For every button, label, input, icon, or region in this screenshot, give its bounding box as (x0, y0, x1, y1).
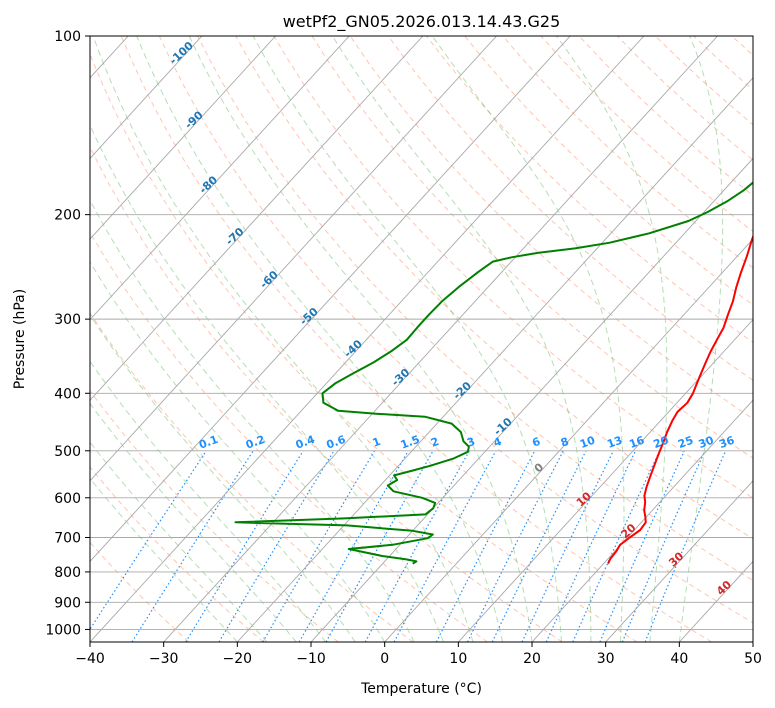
y-tick-label: 200 (54, 208, 81, 224)
mixing-ratio-label: 2 (429, 435, 441, 450)
moist-adiabat-line (556, 36, 668, 642)
mixing-ratio-label: 13 (605, 434, 624, 451)
dry-adiabat-line (197, 36, 753, 581)
mixing-ratio-line (218, 450, 335, 642)
temperature-line (607, 234, 753, 565)
isotherm-line (752, 641, 753, 642)
isotherm-line (605, 480, 753, 642)
dewpoint-line (234, 181, 753, 565)
dry-adiabat-line (90, 231, 488, 642)
x-tick-label: 30 (597, 651, 615, 667)
mixing-ratio-line (364, 450, 470, 642)
dry-adiabat-line (90, 466, 264, 642)
x-tick-label: −10 (296, 651, 326, 667)
x-tick-label: 0 (380, 651, 389, 667)
mixing-ratio-label: 1 (371, 435, 383, 450)
mixing-ratio-line (466, 450, 564, 642)
y-tick-label: 100 (54, 29, 81, 45)
mixing-ratio-label: 8 (559, 435, 571, 450)
mixing-ratio-label: 36 (717, 433, 736, 451)
x-tick-label: 10 (449, 651, 467, 667)
moist-adiabat-line (431, 36, 625, 642)
mixing-ratio-line (90, 450, 207, 631)
series-lines (234, 181, 753, 565)
y-tick-label: 300 (54, 312, 81, 328)
mixing-ratio-label: 1.5 (399, 433, 422, 452)
moist-adiabat-line (92, 36, 474, 642)
dry-adiabat-line (770, 36, 775, 642)
mixing-ratio-line (621, 450, 706, 642)
y-axis-label: Pressure (hPa) (12, 289, 28, 389)
y-tick-label: 800 (54, 565, 81, 581)
y-tick-label: 600 (54, 491, 81, 507)
isotherm-line (90, 36, 203, 160)
isotherm-line (90, 36, 571, 563)
mixing-ratio-label: 0.6 (325, 433, 348, 452)
mixing-ratio-line (131, 450, 254, 642)
mixing-ratio-label: 0.4 (294, 433, 317, 452)
x-tick-label: −30 (149, 651, 179, 667)
dry-adiabat-line (273, 36, 753, 499)
x-axis: −40 −30 −20 −10 0 10 20 30 40 50 (75, 642, 762, 667)
mixing-ratio-label: 16 (627, 433, 646, 451)
moist-adiabat-line (90, 402, 297, 642)
mixing-ratio-label: 20 (652, 433, 671, 451)
mixing-ratio-label: 3 (465, 435, 477, 450)
mixing-ratio-line (393, 450, 497, 642)
y-tick-label: 500 (54, 444, 81, 460)
isotherm-line (90, 36, 497, 482)
dry-adiabat-line (158, 36, 753, 624)
isotherm-line (90, 36, 276, 240)
isotherm-line (237, 77, 753, 642)
mixing-ratio-label: 30 (697, 433, 716, 451)
mixing-ratio-line (185, 450, 304, 642)
moist-adiabat-line (678, 36, 724, 642)
isotherm-line (90, 36, 350, 321)
isotherm-line (384, 238, 753, 642)
isotherm-line (163, 36, 718, 642)
mixing-ratio-line (491, 450, 587, 642)
isotherm-line (458, 318, 753, 642)
isotherm-line (90, 36, 645, 642)
isotherm-line (90, 36, 424, 401)
moist-adiabat-line (90, 360, 327, 642)
x-axis-label: Temperature (°C) (360, 681, 482, 697)
dry-adiabat-line (349, 36, 753, 420)
mixing-ratio-label: 0.1 (197, 433, 220, 452)
moist-adiabat-line (90, 260, 386, 642)
mixing-ratio-line (599, 450, 685, 642)
x-tick-label: −40 (75, 651, 105, 667)
y-tick-label: 1000 (45, 622, 81, 638)
x-tick-label: −20 (223, 651, 253, 667)
dry-adiabat-line (387, 36, 753, 381)
y-tick-label: 900 (54, 595, 81, 611)
dry-adiabat-line (90, 145, 563, 642)
y-tick-label: 700 (54, 531, 81, 547)
chart-title: wetPf2_GN05.2026.013.14.43.G25 (283, 12, 561, 32)
plot-frame (89, 35, 754, 643)
dry-adiabat-line (464, 36, 753, 306)
y-axis: 100 200 300 400 500 600 700 800 900 1000 (45, 29, 90, 638)
moist-adiabat-line (90, 313, 356, 642)
mixing-ratio-label: 4 (492, 435, 504, 450)
moist-adiabat-line (188, 36, 533, 642)
y-tick-label: 400 (54, 386, 81, 402)
mixing-ratio-label: 0.2 (244, 433, 267, 452)
isotherm-line (310, 157, 753, 642)
x-tick-label: 20 (523, 651, 541, 667)
x-tick-label: 50 (744, 651, 762, 667)
x-tick-label: 40 (670, 651, 688, 667)
moist-adiabat-line (90, 123, 445, 642)
moist-adiabat-line (332, 36, 592, 642)
mixing-ratio-label: 10 (578, 433, 597, 451)
plot-background (90, 36, 753, 642)
mixing-ratio-label: 6 (531, 435, 543, 450)
moist-adiabat-line (252, 36, 562, 642)
moist-adiabat-line (136, 36, 503, 642)
mixing-ratio-label: 25 (676, 434, 695, 451)
